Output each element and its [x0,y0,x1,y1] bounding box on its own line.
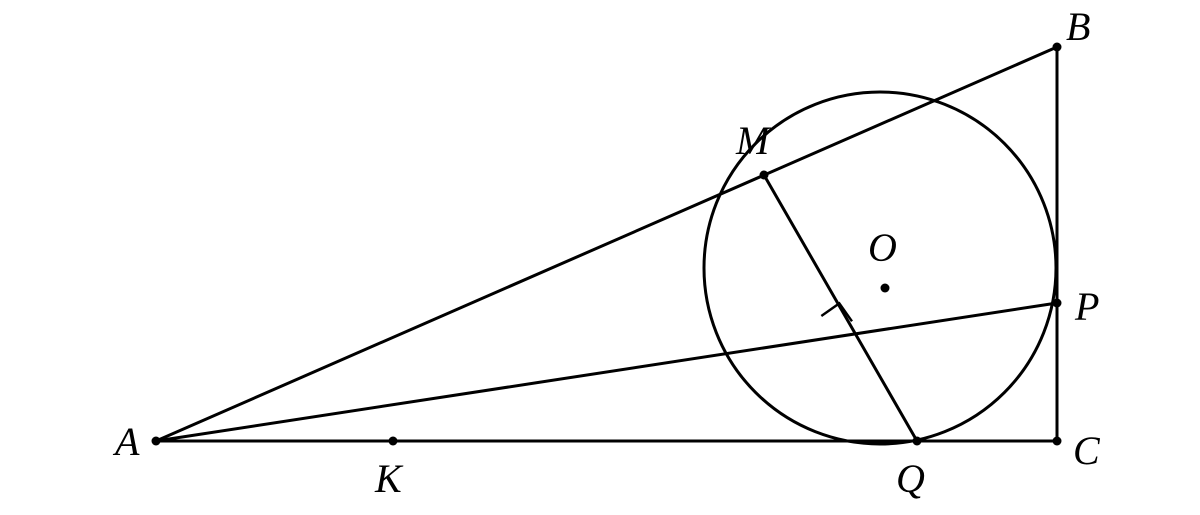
label-Q: Q [896,456,925,501]
label-M: M [735,118,772,163]
geometry-diagram: A B C M P Q K O [0,0,1200,515]
point-O [881,284,890,293]
label-P: P [1074,284,1099,329]
point-A [152,437,161,446]
point-M [760,171,769,180]
label-O: O [868,225,897,270]
point-C [1053,437,1062,446]
label-A: A [112,419,140,464]
label-K: K [374,456,404,501]
point-P [1053,299,1062,308]
edge-MQ [764,175,917,441]
point-B [1053,43,1062,52]
edge-AB [156,47,1057,441]
label-C: C [1073,428,1101,473]
label-B: B [1066,4,1090,49]
point-Q [913,437,922,446]
edge-AP [156,303,1057,441]
edges [156,47,1057,441]
point-K [389,437,398,446]
